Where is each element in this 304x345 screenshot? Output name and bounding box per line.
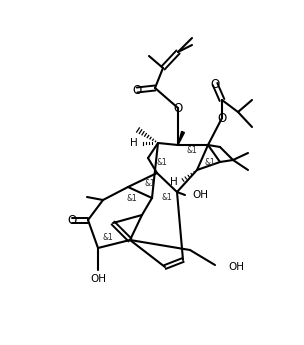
Text: &1: &1 [127, 194, 137, 203]
Text: O: O [217, 111, 226, 125]
Text: O: O [173, 101, 183, 115]
Text: O: O [132, 83, 142, 97]
Text: &1: &1 [162, 193, 172, 201]
Text: &1: &1 [205, 158, 215, 167]
Text: OH: OH [90, 274, 106, 284]
Text: H: H [170, 177, 178, 187]
Text: O: O [67, 214, 77, 227]
Text: OH: OH [228, 262, 244, 272]
Polygon shape [178, 131, 185, 145]
Text: &1: &1 [145, 178, 155, 187]
Text: &1: &1 [103, 233, 113, 241]
Text: O: O [210, 78, 219, 90]
Text: &1: &1 [157, 158, 168, 167]
Text: &1: &1 [187, 146, 197, 155]
Text: OH: OH [192, 190, 208, 200]
Text: H: H [130, 138, 138, 148]
